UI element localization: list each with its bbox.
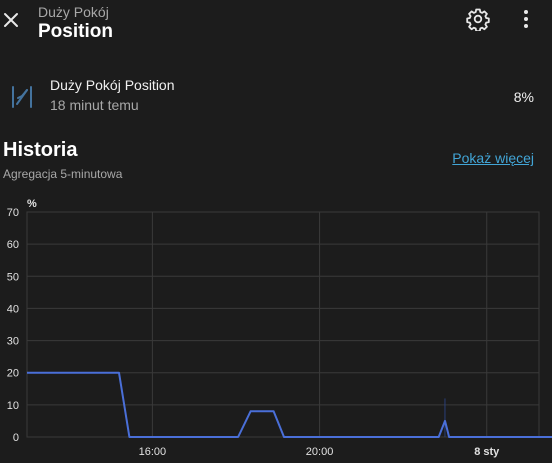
- y-tick-label: 60: [7, 239, 19, 251]
- y-axis-unit: %: [27, 198, 37, 210]
- y-tick-label: 40: [7, 303, 19, 315]
- y-tick-label: 10: [7, 400, 19, 412]
- history-title: Historia: [3, 139, 78, 161]
- dialog-title: Position: [38, 21, 113, 42]
- x-tick-label: 16:00: [139, 446, 167, 458]
- close-button[interactable]: [0, 6, 22, 34]
- y-tick-label: 0: [13, 432, 19, 444]
- series-line[interactable]: [27, 238, 552, 438]
- entity-state: 8%: [513, 89, 534, 105]
- gear-icon: [466, 8, 490, 32]
- entity-row[interactable]: Duży Pokój Position 18 minut temu 8%: [0, 68, 552, 124]
- settings-button[interactable]: [466, 7, 490, 32]
- dialog-header: Duży Pokój Position: [0, 0, 552, 56]
- y-tick-label: 50: [7, 271, 19, 283]
- close-icon: [4, 13, 18, 27]
- entity-name: Duży Pokój Position: [50, 77, 175, 93]
- x-tick-label: 20:00: [306, 446, 334, 458]
- chart-grid: [26, 211, 540, 438]
- x-tick-label: 8 sty: [474, 446, 500, 458]
- dialog-subtitle: Duży Pokój: [38, 4, 109, 20]
- show-more-link[interactable]: Pokaż więcej: [452, 150, 534, 166]
- y-axis-ticks: 0 10 20 30 40 50 60 70: [7, 207, 19, 444]
- window-shutter-icon: [9, 84, 35, 110]
- entity-last-changed: 18 minut temu: [50, 97, 139, 113]
- aggregation-label: Agregacja 5-minutowa: [3, 167, 123, 181]
- y-tick-label: 20: [7, 368, 19, 380]
- more-options-button[interactable]: [516, 8, 536, 30]
- y-tick-label: 70: [7, 207, 19, 219]
- more-vertical-icon: [524, 10, 528, 28]
- plot-frame: [26, 211, 540, 438]
- y-tick-label: 30: [7, 336, 19, 348]
